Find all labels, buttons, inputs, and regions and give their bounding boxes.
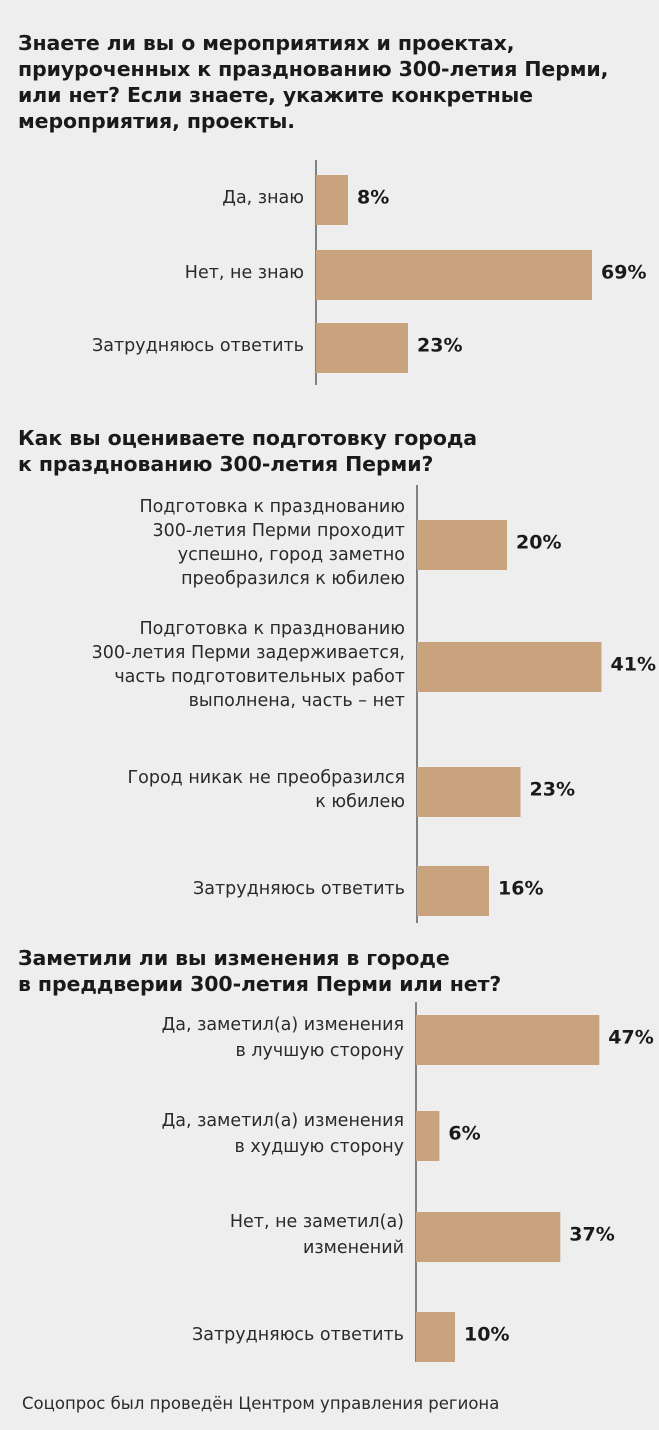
data-label: 41% <box>611 654 656 676</box>
category-label: в лучшую сторону <box>235 1041 404 1061</box>
data-label: 8% <box>357 187 389 209</box>
data-label: 20% <box>516 532 561 554</box>
data-label: 47% <box>608 1027 653 1049</box>
category-label: преобразился к юбилею <box>181 569 405 589</box>
category-label: выполнена, часть – нет <box>189 691 405 711</box>
category-label: Затрудняюсь ответить <box>192 1325 404 1345</box>
question-1-title-line: мероприятия, проекты. <box>18 109 295 133</box>
awareness-bar-chart: 8% Да, знаю 69% Нет, не знаю 23% Затрудняюсь … <box>92 160 646 385</box>
bar <box>416 1111 440 1161</box>
category-label: Город никак не преобразился <box>127 768 405 788</box>
data-label: 69% <box>601 262 646 284</box>
category-label: изменений <box>303 1238 404 1258</box>
bar <box>416 1312 455 1362</box>
bar <box>316 323 408 373</box>
question-2-title: Как вы оцениваете подготовку города к пр… <box>18 425 477 477</box>
data-label: 37% <box>569 1224 614 1246</box>
bar <box>417 767 521 817</box>
bar <box>417 642 602 692</box>
preparation-bar-chart: 20% Подготовка к празднованию 300-летия Пе… <box>92 485 656 923</box>
bar <box>416 1212 561 1262</box>
bar <box>416 1015 600 1065</box>
category-label: Да, знаю <box>222 188 304 208</box>
category-label: Подготовка к празднованию <box>140 497 405 517</box>
category-label: 300-летия Перми проходит <box>153 521 406 541</box>
category-label: 300-летия Перми задерживается, <box>92 643 405 663</box>
data-label: 10% <box>464 1324 509 1346</box>
bar <box>316 175 348 225</box>
bar <box>417 520 507 570</box>
question-2-title-line: Как вы оцениваете подготовку города <box>18 426 478 450</box>
category-label: Затрудняюсь ответить <box>193 879 405 899</box>
question-3-title-line: в преддверии 300-летия Перми или нет? <box>18 972 502 996</box>
question-3-title-line: Заметили ли вы изменения в городе <box>18 946 450 970</box>
survey-source-note: Соцопрос был проведён Центром управления… <box>22 1394 500 1413</box>
question-1-title: Знаете ли вы о мероприятиях и проектах, … <box>18 30 608 134</box>
category-label: часть подготовительных работ <box>114 667 405 687</box>
category-label: в худшую сторону <box>235 1137 405 1157</box>
category-label: Затрудняюсь ответить <box>92 336 304 356</box>
question-1-title-line: или нет? Если знаете, укажите конкретные <box>18 83 533 107</box>
category-label: успешно, город заметно <box>178 545 405 565</box>
data-label: 23% <box>417 335 462 357</box>
bar <box>316 250 592 300</box>
data-label: 16% <box>498 878 543 900</box>
category-label: Нет, не знаю <box>185 263 304 283</box>
question-3-title: Заметили ли вы изменения в городе в пред… <box>18 945 501 997</box>
city-changes-bar-chart: 47% Да, заметил(а) изменения в лучшую стор… <box>162 1002 654 1362</box>
category-label: Да, заметил(а) изменения <box>162 1111 404 1131</box>
category-label: к юбилею <box>315 792 405 812</box>
category-label: Да, заметил(а) изменения <box>162 1015 404 1035</box>
data-label: 23% <box>530 779 575 801</box>
question-1-title-line: приуроченных к празднованию 300-летия Пе… <box>18 57 609 81</box>
bar <box>417 866 489 916</box>
category-label: Подготовка к празднованию <box>140 619 405 639</box>
category-label: Нет, не заметил(а) <box>230 1212 404 1232</box>
question-2-title-line: к празднованию 300-летия Перми? <box>18 452 434 476</box>
data-label: 6% <box>448 1123 480 1145</box>
question-1-title-line: Знаете ли вы о мероприятиях и проектах, <box>18 31 515 55</box>
